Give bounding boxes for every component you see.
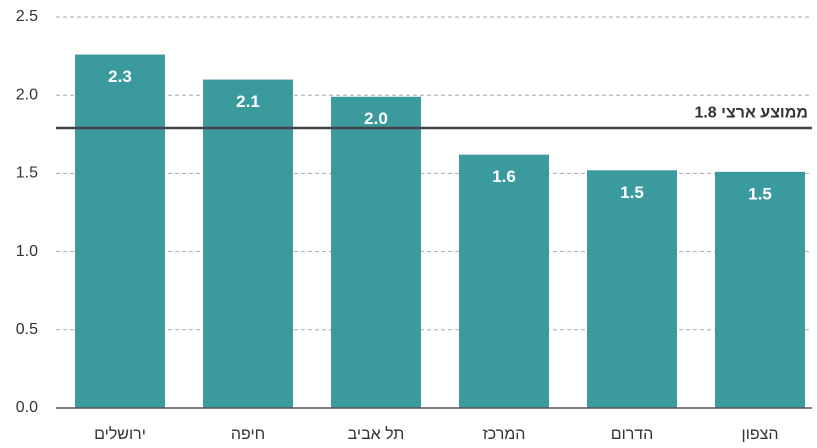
x-tick-label: ירושלים: [94, 425, 146, 443]
x-tick-label: תל אביב: [348, 425, 405, 443]
reference-label: ממוצע ארצי 1.8: [694, 104, 808, 121]
y-tick-label: 0.5: [16, 321, 38, 338]
y-tick-label: 1.0: [16, 243, 38, 260]
bar: [203, 79, 293, 408]
bar: [587, 170, 677, 408]
value-label: 2.3: [108, 67, 132, 86]
bar: [715, 171, 805, 408]
bar: [459, 154, 549, 408]
value-label: 1.5: [620, 183, 644, 202]
y-tick-label: 0.0: [16, 399, 38, 416]
x-tick-label: המרכז: [483, 426, 526, 443]
value-label: 1.6: [492, 167, 516, 186]
y-tick-label: 2.5: [16, 8, 38, 25]
x-tick-label: חיפה: [231, 426, 265, 443]
value-label: 2.0: [364, 109, 388, 128]
bar: [331, 96, 421, 408]
y-tick-label: 2.0: [16, 86, 38, 103]
x-tick-label: הצפון: [742, 426, 779, 443]
value-label: 1.5: [748, 184, 772, 203]
x-tick-label: הדרום: [611, 426, 654, 443]
bar: [75, 54, 165, 408]
y-tick-label: 1.5: [16, 165, 38, 182]
value-label: 2.1: [236, 92, 260, 111]
